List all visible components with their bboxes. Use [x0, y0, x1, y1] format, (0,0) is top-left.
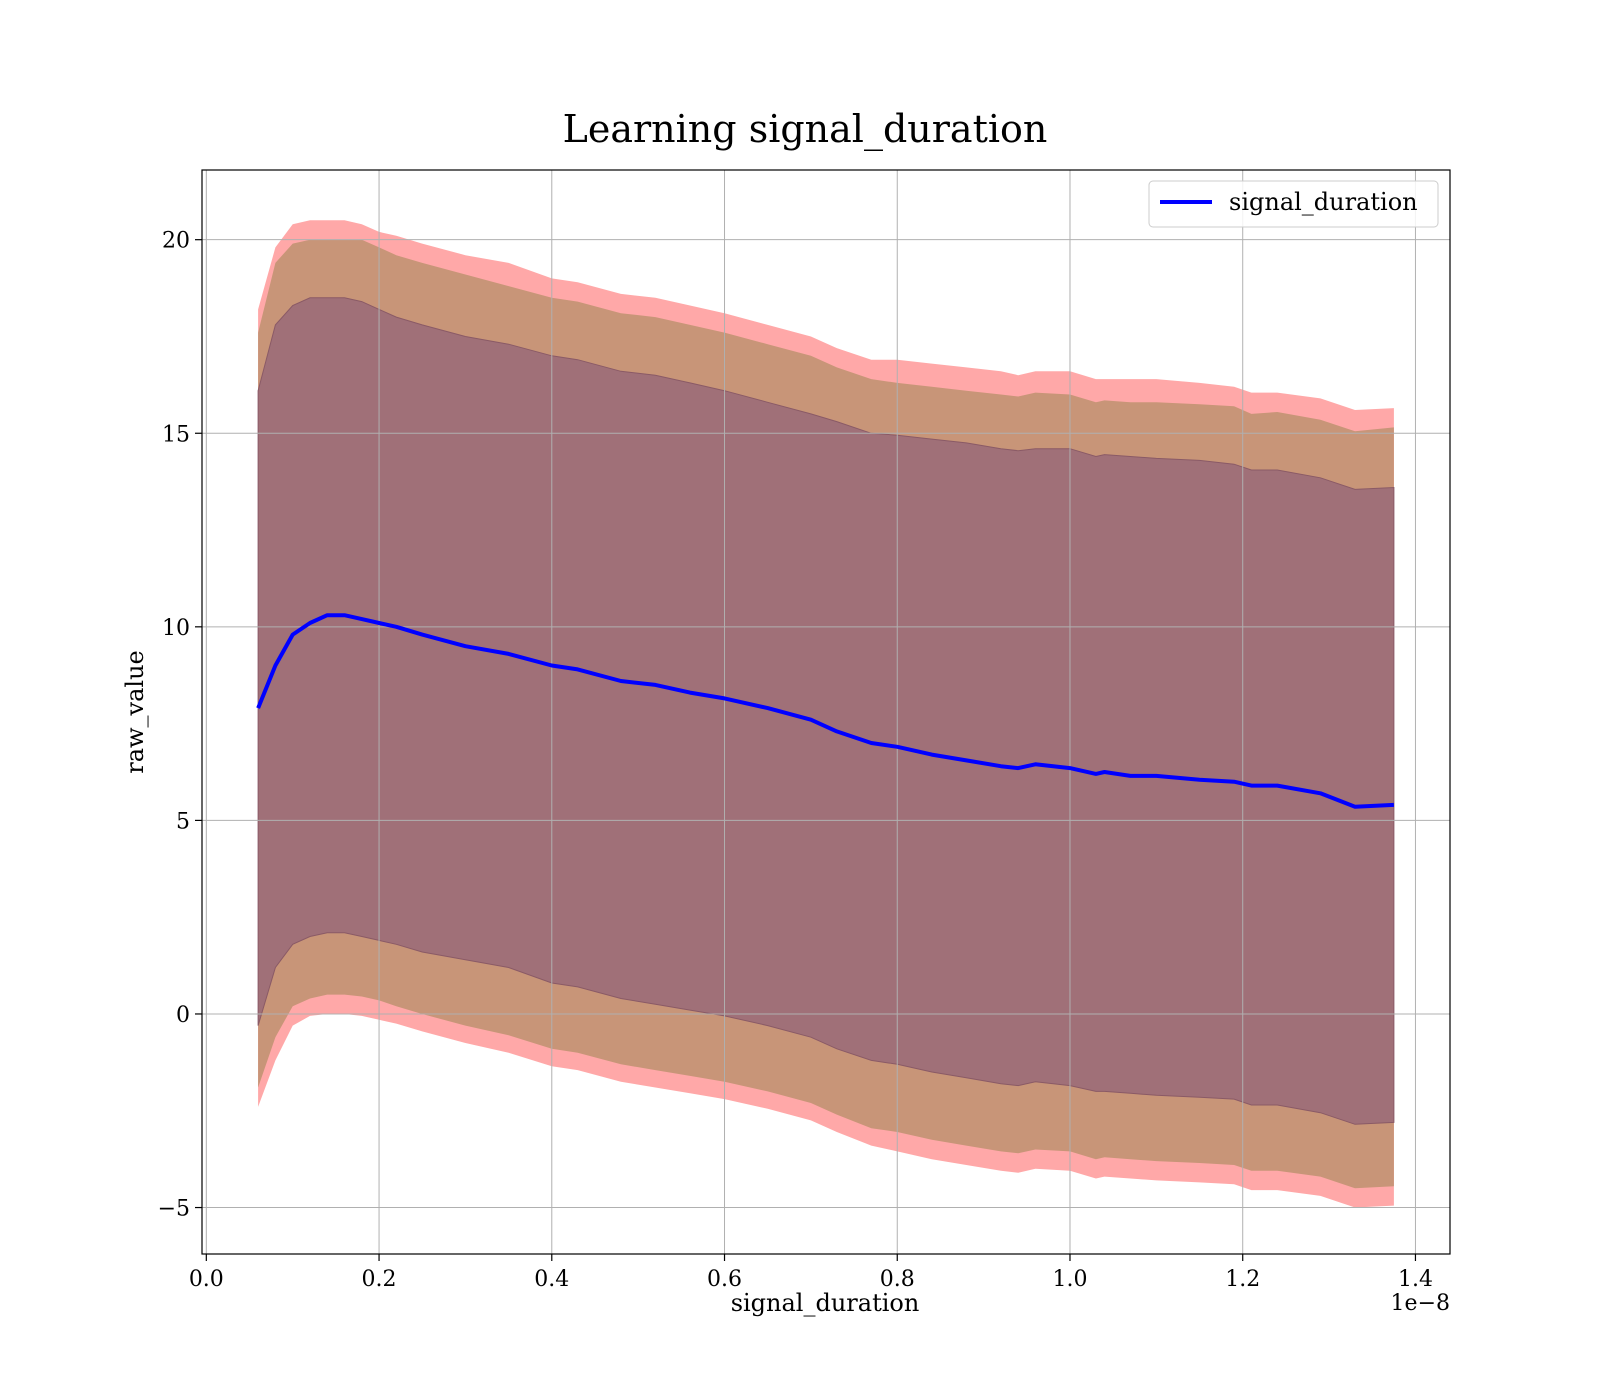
legend-label: signal_duration: [1229, 188, 1418, 216]
x-axis-label: signal_duration: [731, 1289, 920, 1317]
x-tick-label: 0.2: [362, 1267, 397, 1292]
x-tick-label: 0.8: [880, 1267, 915, 1292]
y-tick-label: 15: [162, 422, 190, 447]
y-tick-label: 0: [176, 1003, 190, 1028]
y-tick-label: −5: [158, 1197, 190, 1222]
x-axis-offset-text: 1e−8: [1391, 1291, 1450, 1316]
x-tick-label: 1.4: [1398, 1267, 1433, 1292]
x-tick-label: 1.2: [1225, 1267, 1260, 1292]
y-tick-label: 20: [162, 229, 190, 254]
y-tick-label: 5: [176, 809, 190, 834]
legend: signal_duration: [1148, 180, 1439, 228]
series-line-signal-duration: [256, 613, 1394, 809]
plot-area-frame: [201, 169, 1451, 1255]
x-tick-label: 0.4: [534, 1267, 569, 1292]
confidence-bands: [257, 220, 1395, 1208]
y-axis-label: raw_value: [121, 650, 149, 774]
inner-band-area: [257, 297, 1395, 1125]
y-axis-ticks: −5 0 5 10 15 20: [158, 229, 202, 1222]
x-tick-label: 0.0: [189, 1267, 224, 1292]
grid-lines: [202, 170, 1450, 1254]
chart-title: Learning signal_duration: [563, 107, 1048, 152]
series-line-layer: [256, 613, 1394, 809]
x-tick-label: 0.6: [707, 1267, 742, 1292]
legend-box: [1148, 180, 1439, 228]
y-tick-label: 10: [162, 616, 190, 641]
x-tick-label: 1.0: [1052, 1267, 1087, 1292]
x-axis-ticks: 0.0 0.2 0.4 0.6 0.8 1.0 1.2 1.4: [189, 1254, 1433, 1292]
